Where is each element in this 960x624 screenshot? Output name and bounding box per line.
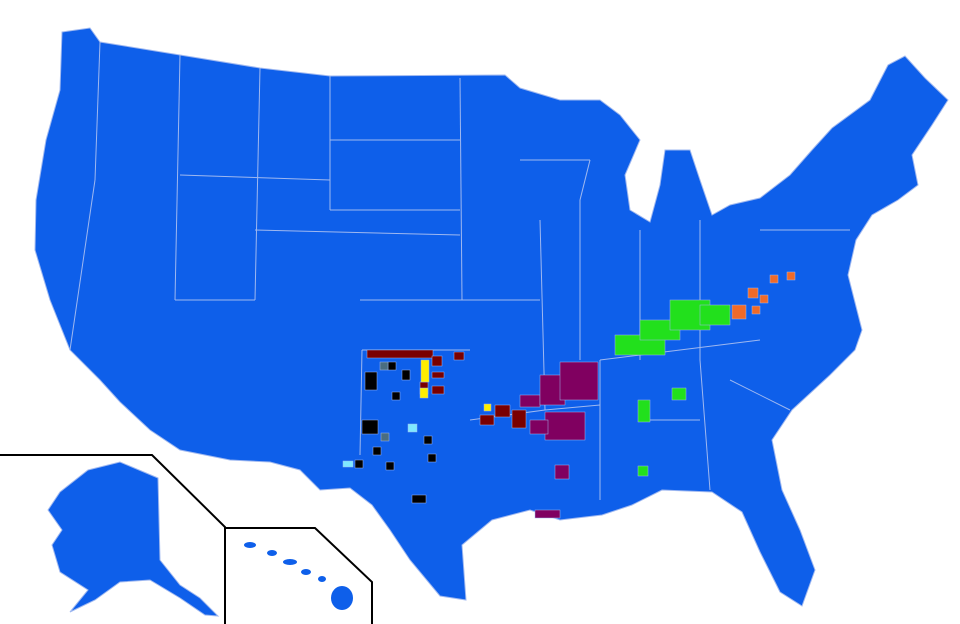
county-black [385,461,395,471]
county-appalachia-green [637,465,649,477]
county-black [364,371,378,391]
county-oklahoma-maroon [494,404,511,418]
state-border [579,159,591,201]
county-arkansas-purple [544,411,586,441]
hawaii [244,542,353,610]
state-border [254,229,461,236]
inset-frames [0,454,373,624]
state-border [179,174,331,181]
county-arkansas-purple [559,361,599,401]
state-border [174,54,181,301]
state-border [699,359,711,491]
county-black [387,361,397,371]
county-virginia-orange [759,294,769,304]
county-virginia-orange [786,271,796,281]
county-oklahoma-maroon [511,409,527,429]
county-black [423,435,433,445]
county-light-cyan [342,460,354,468]
county-gray [379,361,389,371]
county-black [391,391,401,401]
county-black [401,369,411,381]
county-arkansas-purple [529,419,549,435]
highlighted-counties [342,271,796,519]
hawaii-inset-frame [225,527,373,624]
county-black [361,419,379,435]
state-border [94,41,101,181]
alaska-inset-frame [0,454,226,624]
county-arkansas-purple [534,509,561,519]
county-yellow [420,359,430,383]
county-oklahoma-maroon [431,355,443,367]
county-light-cyan [407,423,418,433]
county-yellow [419,387,429,399]
state-border [459,77,463,301]
county-oklahoma-maroon [431,371,445,379]
contiguous-us [34,27,949,607]
county-arkansas-purple [554,464,570,480]
county-gray [380,432,390,442]
county-virginia-orange [747,287,759,299]
state-border [69,179,96,351]
county-black [411,494,427,504]
county-oklahoma-maroon [453,351,465,361]
county-black [427,453,437,463]
state-border [599,339,761,361]
county-arkansas-purple [519,394,541,408]
county-oklahoma-maroon [479,414,495,426]
county-black [354,459,364,469]
alaska [47,461,220,617]
county-appalachia-green [699,304,731,326]
county-virginia-orange [731,304,747,320]
county-black [372,446,382,456]
county-appalachia-green [637,399,651,423]
county-oklahoma-maroon [366,349,434,359]
county-virginia-orange [769,274,779,284]
state-border [729,379,791,411]
state-border [544,404,601,411]
county-yellow [483,403,492,412]
county-virginia-orange [751,305,761,315]
county-oklahoma-maroon [431,385,445,395]
state-border [359,349,363,456]
county-appalachia-green [671,387,687,401]
state-border [254,67,261,301]
